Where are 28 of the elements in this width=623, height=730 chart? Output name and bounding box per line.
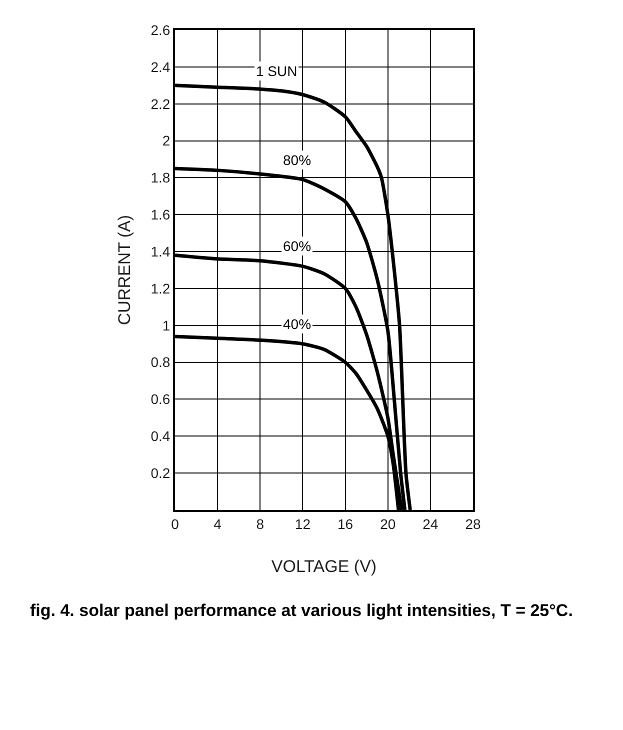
- y-tick-label: 1.2: [150, 280, 170, 296]
- x-tick-label: 12: [294, 516, 311, 532]
- x-tick-label: 0: [171, 516, 180, 532]
- series-label: 1 SUN: [256, 63, 298, 79]
- y-tick-label: 0.8: [150, 354, 170, 370]
- x-tick-label: 16: [338, 516, 354, 532]
- series-label: 60%: [283, 238, 312, 254]
- x-tick-label: 20: [380, 516, 396, 532]
- y-tick-label: 1.4: [150, 243, 170, 260]
- series-label: 80%: [283, 152, 312, 168]
- x-tick-label: 24: [422, 516, 438, 532]
- series-label: 40%: [283, 316, 312, 332]
- x-tick-label: 8: [256, 516, 264, 532]
- y-tick-label: 1.6: [150, 206, 170, 223]
- y-tick-label: 2: [162, 132, 170, 149]
- x-tick-label: 28: [465, 516, 481, 532]
- y-tick-label: 2.4: [150, 58, 170, 75]
- y-tick-label: 1.8: [150, 170, 170, 186]
- y-tick-label: 0.2: [150, 464, 170, 481]
- y-axis-title: CURRENT (A): [115, 214, 134, 326]
- y-tick-label: 2.6: [150, 22, 170, 38]
- y-tick-label: 0.4: [150, 428, 170, 444]
- y-tick-label: 2.2: [150, 96, 170, 112]
- x-axis-title: VOLTAGE (V): [271, 557, 377, 576]
- y-tick-label: 0.6: [150, 391, 170, 408]
- caption: fig. 4. solar panel performance at various light intensities, T = 25°C.: [30, 600, 574, 622]
- y-tick-label: 1: [162, 317, 170, 334]
- x-tick-label: 4: [214, 516, 222, 532]
